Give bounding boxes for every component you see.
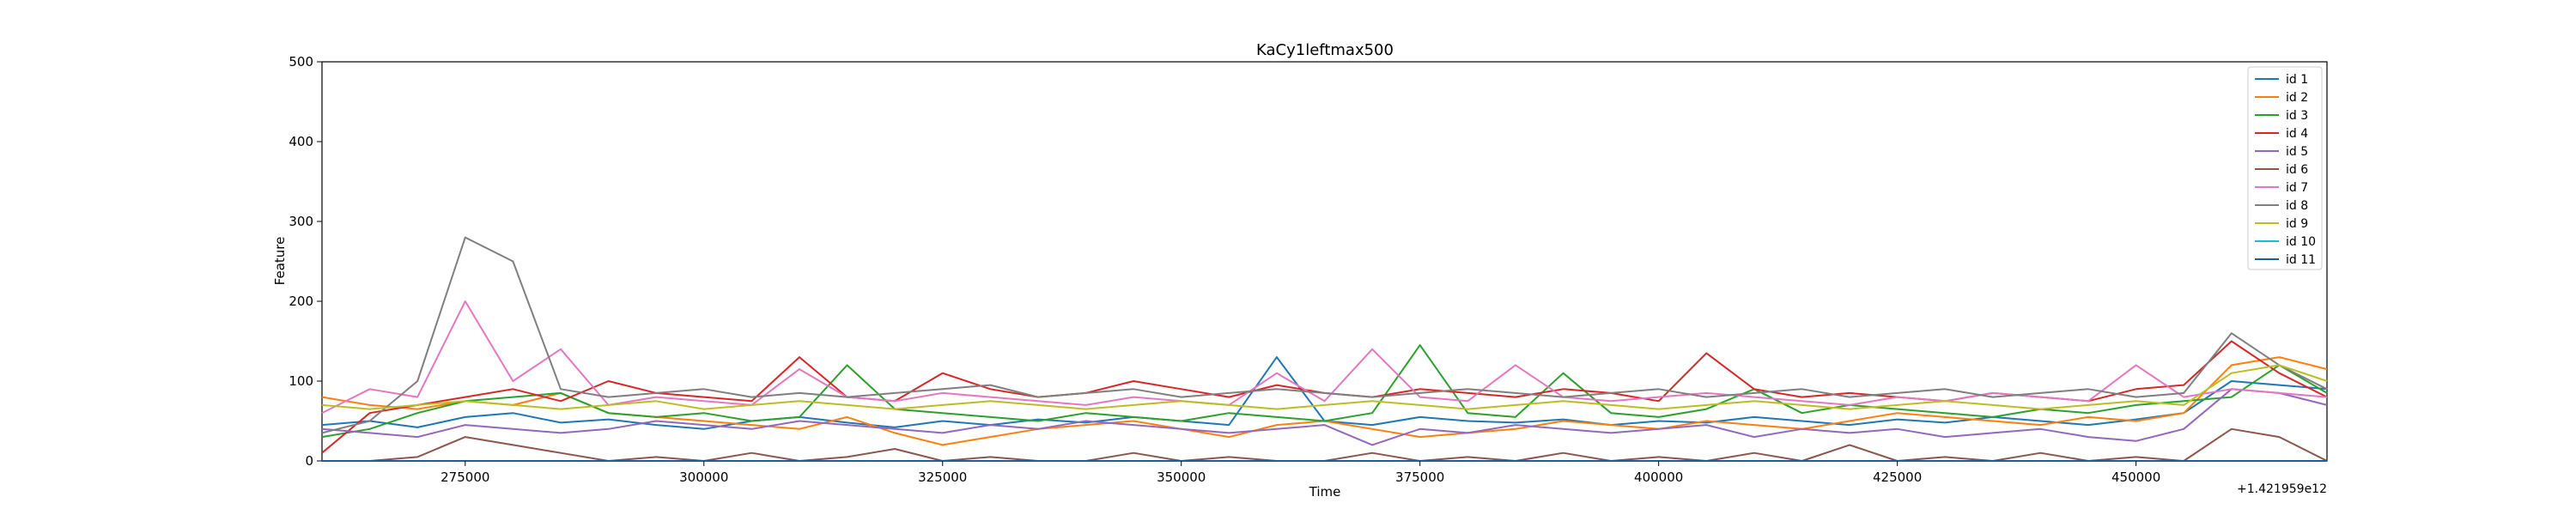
y-tick-label: 500 — [289, 54, 313, 70]
legend-label-5: id 5 — [2286, 145, 2308, 159]
x-tick-label: 450000 — [2111, 470, 2160, 485]
x-tick-label: 300000 — [679, 470, 728, 485]
y-axis-ticks: 0 100 200 300 400 500 — [289, 54, 322, 469]
series-line-3 — [321, 344, 2328, 439]
x-axis-offset-label: +1.421959e12 — [2237, 482, 2327, 496]
x-tick-label: 375000 — [1395, 470, 1444, 485]
x-tick-label: 350000 — [1157, 470, 1206, 485]
legend-label-9: id 9 — [2286, 217, 2308, 231]
y-tick-label: 400 — [289, 134, 313, 149]
series-line-4 — [321, 340, 2328, 454]
series-line-8 — [321, 236, 2328, 434]
series-line-6 — [322, 427, 2328, 462]
legend-label-7: id 7 — [2286, 181, 2308, 195]
legend-label-11: id 11 — [2286, 253, 2316, 267]
legend-label-6: id 6 — [2286, 163, 2308, 177]
x-tick-label: 275000 — [440, 470, 489, 485]
chart-title: KaCy1leftmax500 — [1256, 41, 1394, 59]
legend: id 1 id 2 id 3 id 4 id 5 id 6 id 7 id 8 id 9 id 1… — [2247, 66, 2323, 270]
x-tick-label: 400000 — [1634, 470, 1683, 485]
series-line-9 — [321, 364, 2328, 410]
series-line-7 — [321, 300, 2328, 415]
legend-label-10: id 10 — [2286, 235, 2316, 249]
x-axis-ticks: 275000 300000 325000 350000 375000 400000 4250… — [440, 461, 2160, 485]
x-tick-label: 425000 — [1873, 470, 1922, 485]
series-lines — [321, 236, 2328, 462]
legend-label-4: id 4 — [2286, 127, 2308, 141]
legend-label-3: id 3 — [2286, 109, 2308, 123]
y-tick-label: 300 — [289, 214, 313, 229]
x-tick-label: 325000 — [918, 470, 967, 485]
y-tick-label: 200 — [289, 294, 313, 309]
y-tick-label: 0 — [305, 453, 313, 469]
legend-label-1: id 1 — [2286, 73, 2308, 87]
y-tick-label: 100 — [289, 373, 313, 389]
legend-box — [2247, 66, 2323, 270]
y-axis-label: Feature — [272, 237, 288, 286]
series-line-5 — [321, 388, 2328, 446]
x-axis-label: Time — [1309, 484, 1341, 500]
legend-label-2: id 2 — [2286, 91, 2308, 105]
legend-label-8: id 8 — [2286, 199, 2308, 213]
